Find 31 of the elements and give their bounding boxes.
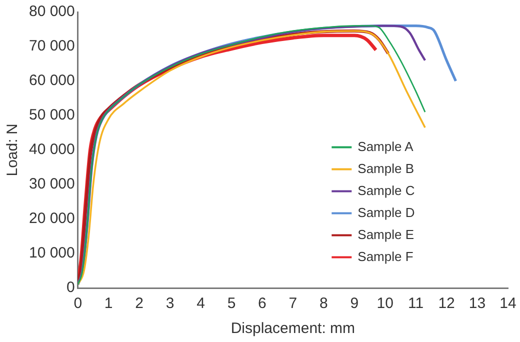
x-tick-label: 3 [166, 295, 174, 312]
x-tick-label: 5 [227, 295, 236, 312]
x-tick-label: 9 [350, 295, 359, 312]
y-tick-label: 50 000 [28, 106, 75, 124]
y-axis-title: Load: N [4, 124, 22, 176]
legend-label: Sample A [358, 138, 414, 154]
x-tick-label: 11 [408, 295, 424, 312]
legend-label: Sample E [358, 226, 414, 242]
y-tick-label: 80 000 [28, 3, 75, 20]
x-tick-label: 12 [438, 295, 455, 312]
y-tick-label: 10 000 [28, 244, 75, 262]
x-tick-label: 14 [500, 295, 516, 312]
x-tick-label: 6 [258, 295, 266, 312]
x-tick-label: 8 [319, 295, 328, 312]
y-tick-label: 0 [66, 279, 75, 296]
y-tick-label: 20 000 [28, 210, 75, 228]
y-tick-label: 60 000 [28, 72, 75, 90]
x-tick-label: 1 [104, 295, 113, 312]
y-tick-label: 40 000 [28, 141, 75, 158]
x-tick-label: 7 [288, 295, 298, 312]
x-tick-label: 13 [468, 295, 486, 312]
x-tick-label: 4 [196, 295, 205, 312]
x-tick-label: 2 [135, 295, 144, 312]
legend-label: Sample D [358, 204, 415, 220]
legend-label: Sample C [358, 182, 415, 198]
legend-label: Sample B [358, 160, 414, 176]
y-tick-label: 30 000 [28, 176, 75, 193]
x-axis-title: Displacement: mm [230, 320, 356, 338]
legend-label: Sample F [358, 248, 414, 264]
y-tick-label: 70 000 [28, 38, 75, 55]
x-tick-label: 10 [376, 295, 394, 312]
